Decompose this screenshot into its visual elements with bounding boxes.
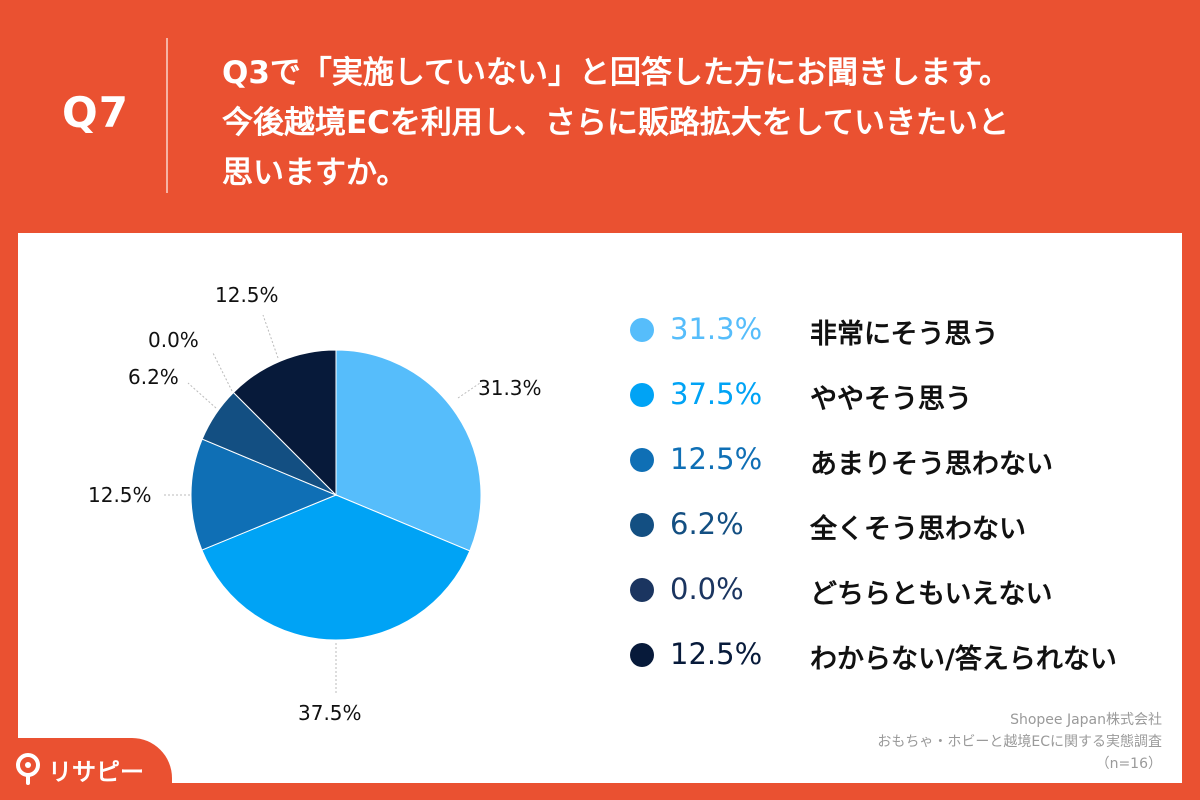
source-company: Shopee Japan株式会社	[1010, 712, 1162, 728]
legend-label: 全くそう思わない	[810, 514, 1026, 545]
source-sample-size: （n=16）	[1095, 756, 1162, 772]
legend-label: わからない/答えられない	[810, 644, 1117, 675]
legend-swatch	[630, 578, 654, 602]
pie-slice	[232, 349, 337, 497]
slice-value-label: 0.0%	[148, 328, 199, 352]
pie-slice	[335, 349, 482, 552]
pie-chart	[163, 314, 482, 695]
legend-swatch	[630, 448, 654, 472]
leader-line	[187, 382, 217, 409]
legend-swatch	[630, 383, 654, 407]
slice-value-label: 12.5%	[215, 283, 279, 307]
brand-logo: リサピー	[0, 738, 172, 800]
slice-value-label: 12.5%	[88, 483, 152, 507]
legend-label: どちらともいえない	[810, 579, 1053, 610]
leader-line	[212, 352, 233, 392]
legend-label: 非常にそう思う	[810, 319, 999, 350]
legend-value: 0.0%	[670, 572, 744, 606]
header-divider	[166, 38, 168, 193]
question-line: 思いますか。	[222, 155, 408, 191]
pie-slice	[190, 438, 338, 551]
source-note: Shopee Japan株式会社 おもちゃ・ホビーと越境ECに関する実態調査 （…	[877, 709, 1162, 775]
pie-slice	[201, 494, 471, 641]
brand-name: リサピー	[48, 758, 144, 786]
legend-swatch	[630, 643, 654, 667]
legend-swatch	[630, 513, 654, 537]
header: Q7 Q3で「実施していない」と回答した方にお聞きします。 今後越境ECを利用し…	[0, 0, 1200, 230]
legend-value: 12.5%	[670, 637, 763, 671]
slice-value-label: 6.2%	[128, 365, 179, 389]
slice-value-label: 31.3%	[478, 376, 542, 400]
source-survey: おもちゃ・ホビーと越境ECに関する実態調査	[877, 734, 1162, 750]
legend-value: 37.5%	[670, 377, 763, 411]
legend-label: ややそう思う	[810, 384, 972, 415]
leader-line	[457, 382, 481, 399]
legend-value: 12.5%	[670, 442, 763, 476]
leader-line	[262, 314, 279, 359]
question-line: Q3で「実施していない」と回答した方にお聞きします。	[222, 55, 1010, 91]
question-line: 今後越境ECを利用し、さらに販路拡大をしていきたいと	[222, 105, 1009, 141]
question-text: Q3で「実施していない」と回答した方にお聞きします。 今後越境ECを利用し、さら…	[222, 48, 1182, 198]
slice-value-label: 37.5%	[298, 701, 362, 725]
question-number: Q7	[62, 88, 129, 137]
pin-icon	[14, 752, 42, 790]
legend-label: あまりそう思わない	[810, 449, 1053, 480]
legend-swatch	[630, 318, 654, 342]
chart-card: 31.3% 37.5% 12.5% 6.2% 0.0% 12.5% 31.3% 非常にそう思…	[18, 233, 1182, 783]
legend-value: 31.3%	[670, 312, 763, 346]
legend-value: 6.2%	[670, 507, 744, 541]
